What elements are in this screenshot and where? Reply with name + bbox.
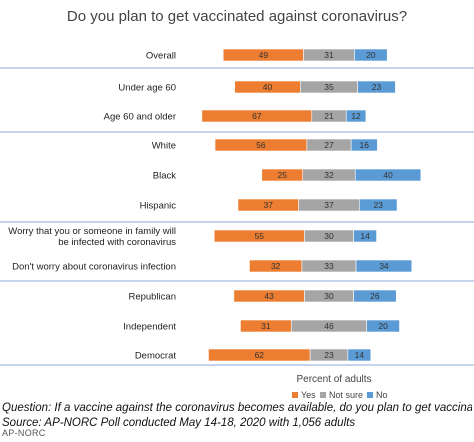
group-dividers [0, 67, 474, 366]
legend-no-label: No [376, 390, 388, 400]
data-label: 26 [370, 291, 380, 301]
category-label: Under age 60 [118, 83, 176, 94]
category-label: Hispanic [140, 201, 177, 212]
category-label: Don't worry about coronavirus infection [12, 262, 176, 273]
data-label: 43 [264, 291, 274, 301]
data-label: 33 [324, 261, 334, 271]
survey-question: Question: If a vaccine against the coron… [2, 402, 472, 414]
data-label: 27 [324, 140, 334, 150]
bar-no [357, 80, 396, 94]
photo-credit: AP-NORC [2, 428, 46, 438]
chart: Do you plan to get vaccinated against co… [0, 8, 474, 400]
data-label: 32 [324, 170, 334, 180]
category-label: Democrat [135, 351, 177, 362]
data-label: 16 [360, 140, 370, 150]
data-label: 40 [263, 82, 273, 92]
data-label: 32 [271, 261, 281, 271]
bar-no [345, 109, 367, 123]
bar-no [354, 48, 388, 62]
category-label: Age 60 and older [104, 112, 176, 123]
chart-title: Do you plan to get vaccinated against co… [67, 8, 407, 25]
legend-no-swatch [367, 392, 373, 398]
data-label: 46 [324, 321, 334, 331]
x-axis-label: Percent of adults [296, 374, 371, 385]
data-label: 35 [324, 82, 334, 92]
legend-yes-label: Yes [301, 390, 316, 400]
data-label: 14 [355, 350, 365, 360]
category-label: Worry that you or someone in family will [8, 226, 176, 237]
bar-no [350, 138, 378, 152]
data-label: 55 [255, 231, 265, 241]
data-label: 23 [324, 350, 334, 360]
legend-not-sure-label: Not sure [329, 390, 363, 400]
data-label: 37 [324, 200, 334, 210]
data-label: 12 [351, 111, 361, 121]
category-label: Overall [146, 51, 176, 62]
data-label: 56 [256, 140, 266, 150]
bars: 49 31 20 40 35 23 67 21 12 56 27 16 25 32 40 37 37 23 55 30… [201, 48, 422, 362]
source-note: Source: AP-NORC Poll conducted May 14-18… [2, 417, 356, 429]
category-label: Independent [123, 322, 176, 333]
data-label: 23 [373, 200, 383, 210]
data-label: 20 [366, 50, 376, 60]
data-label: 31 [261, 321, 271, 331]
data-label: 62 [255, 350, 265, 360]
data-label: 40 [383, 170, 393, 180]
legend-yes-swatch [292, 392, 298, 398]
bar-no [353, 289, 397, 303]
data-label: 49 [259, 50, 269, 60]
bar-no [355, 259, 413, 273]
data-label: 21 [324, 111, 334, 121]
category-label: Black [153, 171, 176, 182]
data-label: 20 [378, 321, 388, 331]
data-label: 23 [372, 82, 382, 92]
category-labels: Overall Under age 60 Age 60 and older White… [8, 51, 176, 362]
category-label: be infected with coronavirus [58, 237, 176, 248]
data-label: 30 [324, 231, 334, 241]
category-label: Republican [128, 292, 176, 303]
data-label: 34 [379, 261, 389, 271]
data-label: 14 [360, 231, 370, 241]
legend-not-sure-swatch [320, 392, 326, 398]
data-label: 25 [278, 170, 288, 180]
data-label: 67 [252, 111, 262, 121]
bar-no [354, 168, 422, 182]
bar-no [359, 198, 398, 212]
data-label: 30 [324, 291, 334, 301]
bar-no [353, 229, 377, 243]
category-label: White [152, 141, 176, 152]
data-label: 37 [264, 200, 274, 210]
bar-no [347, 348, 372, 362]
bar-no [366, 319, 400, 333]
data-label: 31 [324, 50, 334, 60]
legend: Yes Not sure No [292, 390, 388, 400]
